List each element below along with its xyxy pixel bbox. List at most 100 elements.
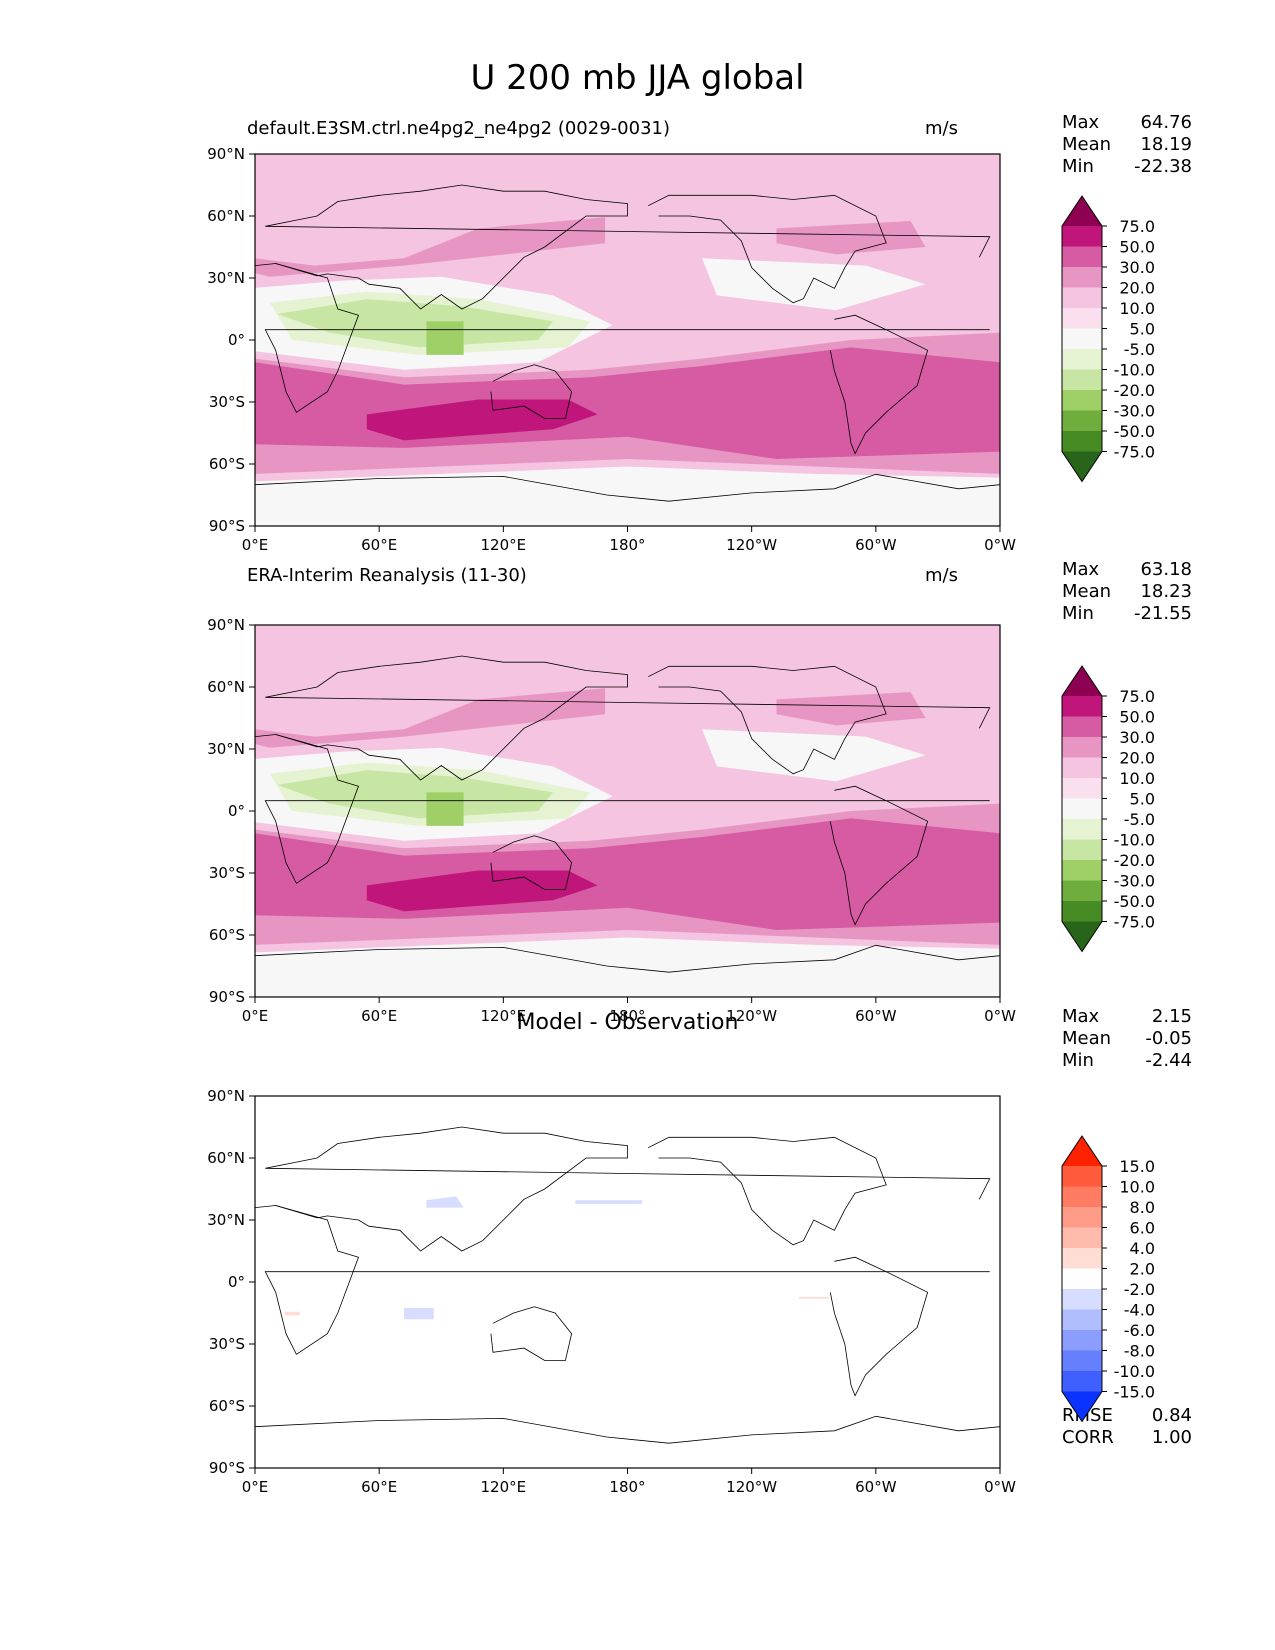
colorbar-segment bbox=[1062, 1207, 1102, 1228]
colorbar-segment bbox=[1062, 696, 1102, 717]
colorbar-segment bbox=[1062, 1166, 1102, 1187]
colorbar-segment bbox=[1062, 1186, 1102, 1208]
colorbar-label: 50.0 bbox=[1119, 238, 1155, 257]
colorbar-test: 75.0 50.030.0 20.010.0 5.0-5.0 -10.0-20.0 -30… bbox=[1061, 195, 1155, 483]
lat-tick-label: 60°N bbox=[207, 1149, 245, 1167]
lon-tick-label: 120°E bbox=[481, 536, 527, 554]
contour-fill bbox=[426, 321, 464, 355]
figure-title: U 200 mb JJA global bbox=[470, 58, 805, 98]
lat-tick-label: 30°N bbox=[207, 740, 245, 758]
contour-fill bbox=[426, 792, 464, 826]
contour-fill bbox=[255, 217, 606, 277]
colorbar-label: 20.0 bbox=[1119, 279, 1155, 298]
lon-tick-label: 0°W bbox=[984, 536, 1016, 554]
colorbar-label: 4.0 bbox=[1130, 1239, 1155, 1258]
lat-tick-label: 30°N bbox=[207, 1211, 245, 1229]
colorbar-segment bbox=[1062, 1268, 1102, 1290]
colorbar-label: 10.0 bbox=[1119, 769, 1155, 788]
coastline bbox=[648, 1136, 887, 1246]
colorbar-label: -8.0 bbox=[1124, 1342, 1155, 1361]
colorbar-segment bbox=[1062, 431, 1102, 452]
lon-tick-label: 60°W bbox=[855, 536, 897, 554]
lat-tick-label: 0° bbox=[228, 1273, 245, 1291]
lon-tick-label: 0°W bbox=[984, 1007, 1016, 1025]
map-panel-diff bbox=[255, 1096, 1000, 1468]
stat-value: 0.84 bbox=[1151, 1405, 1192, 1426]
lon-tick-label: 60°E bbox=[361, 1478, 397, 1496]
colorbar-segment bbox=[1062, 410, 1102, 432]
lon-tick-label: 0°W bbox=[984, 1478, 1016, 1496]
lon-tick-label: 0°E bbox=[242, 1478, 269, 1496]
colorbar-extend-top bbox=[1062, 1136, 1102, 1166]
colorbar-label: -2.0 bbox=[1124, 1280, 1155, 1299]
stats-reference: Max 63.18 Mean 18.23 Min -21.55 bbox=[1062, 559, 1192, 625]
colorbar-segment bbox=[1062, 1371, 1102, 1392]
lon-tick-label: 180° bbox=[609, 1478, 645, 1496]
contour-fill bbox=[255, 937, 1000, 997]
stat-label: Min bbox=[1062, 156, 1094, 177]
coastline bbox=[490, 835, 573, 890]
stat-value: 18.19 bbox=[1140, 134, 1192, 155]
coastline bbox=[255, 1126, 991, 1252]
colorbar-label: -30.0 bbox=[1114, 402, 1155, 421]
colorbar-label: 10.0 bbox=[1119, 299, 1155, 318]
coastline bbox=[648, 665, 887, 775]
lat-tick-label: 30°S bbox=[209, 864, 245, 882]
panel-title-test: default.E3SM.ctrl.ne4pg2_ne4pg2 (0029-00… bbox=[247, 118, 670, 139]
lon-tick-label: 60°W bbox=[855, 1478, 897, 1496]
lon-tick-label: 120°E bbox=[481, 1478, 527, 1496]
colorbar-segment bbox=[1062, 737, 1102, 758]
lon-tick-label: 120°E bbox=[481, 1007, 527, 1025]
stat-value: 18.23 bbox=[1140, 581, 1192, 602]
colorbar-extend-top bbox=[1062, 666, 1102, 696]
stat-label: Max bbox=[1062, 112, 1100, 133]
contour-fill bbox=[702, 729, 926, 782]
colorbar-extend-bottom bbox=[1062, 1391, 1102, 1422]
panel-units-test: m/s bbox=[925, 118, 958, 139]
colorbar-label: 75.0 bbox=[1119, 217, 1155, 236]
colorbar-reference: 75.0 50.030.0 20.010.0 5.0-5.0 -10.0-20.0 -30… bbox=[1061, 665, 1155, 953]
lon-tick-label: 0°E bbox=[242, 536, 269, 554]
coastline bbox=[255, 184, 991, 310]
colorbar-segment bbox=[1062, 246, 1102, 268]
lat-tick-label: 30°S bbox=[209, 393, 245, 411]
stat-value: -2.44 bbox=[1145, 1050, 1192, 1071]
colorbar-label: -5.0 bbox=[1124, 810, 1155, 829]
colorbar-label: 15.0 bbox=[1119, 1157, 1155, 1176]
contour-fill bbox=[776, 221, 926, 255]
coastline bbox=[490, 364, 573, 419]
colorbar-segment bbox=[1062, 369, 1102, 391]
coastline bbox=[255, 473, 1000, 502]
colorbar-segment bbox=[1062, 308, 1102, 329]
contour-fill bbox=[404, 1308, 434, 1320]
colorbar-label: -75.0 bbox=[1114, 443, 1155, 462]
colorbar-label: 50.0 bbox=[1119, 708, 1155, 727]
colorbar-label: -20.0 bbox=[1114, 381, 1155, 400]
contour-fill bbox=[366, 870, 598, 912]
lat-tick-label: 30°S bbox=[209, 1335, 245, 1353]
contour-fill bbox=[426, 1196, 464, 1208]
coastline bbox=[255, 1415, 1000, 1444]
lon-tick-label: 180° bbox=[609, 536, 645, 554]
lon-tick-label: 0°E bbox=[242, 1007, 269, 1025]
colorbar-segment bbox=[1062, 267, 1102, 288]
colorbar-label: 5.0 bbox=[1130, 790, 1155, 809]
map-panel-reference bbox=[255, 625, 1000, 997]
lon-tick-label: 120°W bbox=[726, 1007, 777, 1025]
colorbar-segment bbox=[1062, 819, 1102, 840]
colorbar-segment bbox=[1062, 390, 1102, 411]
map-panel-test bbox=[255, 154, 1000, 526]
lon-tick-label: 120°W bbox=[726, 1478, 777, 1496]
stats-diff-extra: RMSE 0.84 CORR 1.00 bbox=[1062, 1405, 1192, 1449]
lon-tick-label: 60°E bbox=[361, 536, 397, 554]
colorbar-label: -4.0 bbox=[1124, 1301, 1155, 1320]
colorbar-extend-top bbox=[1062, 196, 1102, 226]
colorbar-segment bbox=[1062, 716, 1102, 738]
colorbar-segment bbox=[1062, 1289, 1102, 1310]
colorbar-segment bbox=[1062, 757, 1102, 779]
contour-fill bbox=[575, 1200, 643, 1204]
colorbar-label: -75.0 bbox=[1114, 913, 1155, 932]
lat-tick-label: 60°S bbox=[209, 455, 245, 473]
coastline bbox=[648, 194, 887, 304]
